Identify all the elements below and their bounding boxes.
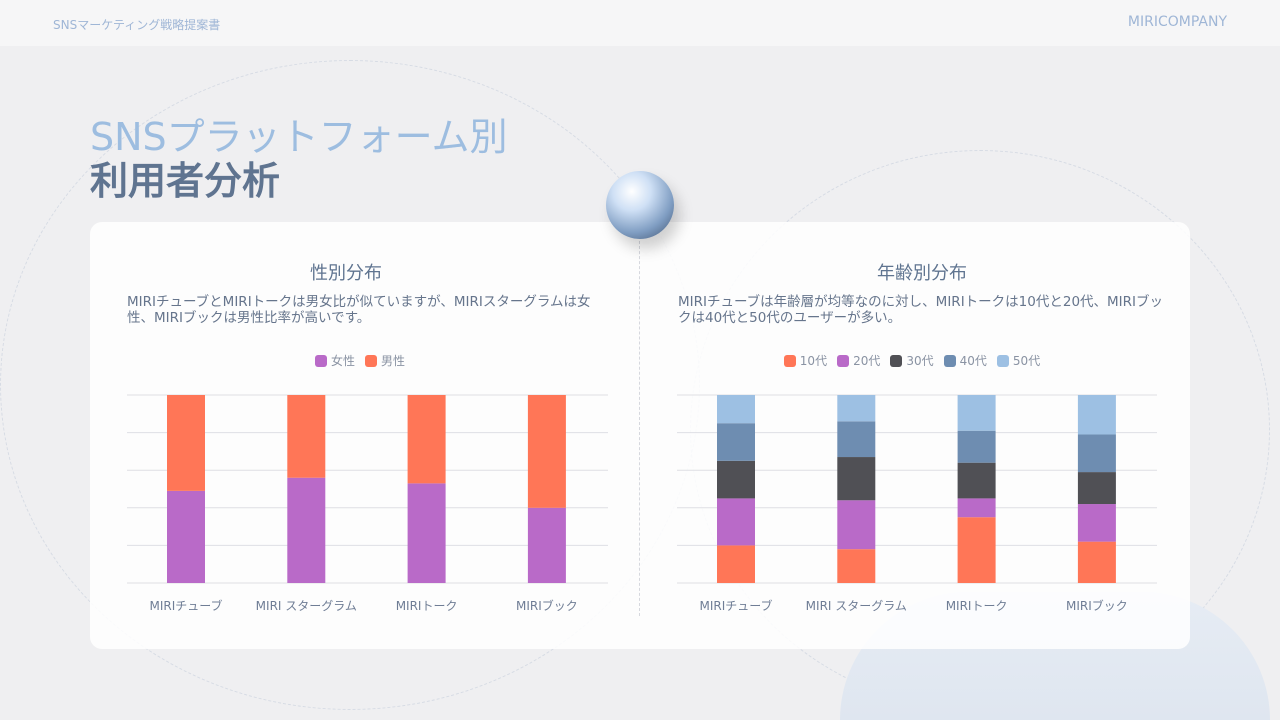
bar-segment-30代: [1077, 472, 1116, 505]
bar-segment-40代: [837, 421, 876, 458]
x-tick-label: MIRIブック: [516, 599, 578, 613]
legend-swatch: [943, 354, 956, 367]
bar-segment-40代: [717, 423, 755, 461]
legend-item-10s: 10代: [783, 352, 828, 369]
decorative-sphere: [606, 171, 674, 239]
x-tick-label: MIRI スターグラム: [805, 599, 907, 613]
legend-label: 50代: [1012, 354, 1041, 368]
legend-label: 20代: [853, 354, 881, 368]
bar-segment-女性: [407, 483, 446, 583]
bar-segment-女性: [287, 477, 326, 583]
company-name: MIRICOMPANY: [1127, 14, 1227, 30]
legend-label: 男性: [381, 354, 406, 368]
legend-swatch: [783, 354, 796, 367]
legend-label: 10代: [799, 354, 828, 368]
legend-item-female: 女性: [314, 352, 355, 369]
bar-segment-30代: [837, 457, 876, 501]
gender-chart-title: 性別分布: [310, 263, 382, 284]
legend-item-male: 男性: [365, 352, 405, 369]
age-chart-description: MIRIチューブは年齢層が均等なのに対し、MIRIトークは10代と20代、MIR…: [678, 294, 1164, 326]
bar-segment-30代: [957, 462, 996, 499]
bar-segment-40代: [1077, 434, 1116, 473]
legend-swatch: [314, 354, 327, 367]
bar-segment-50代: [837, 395, 876, 422]
bar-segment-50代: [1077, 395, 1116, 435]
bar-segment-40代: [957, 430, 996, 463]
bar-segment-女性: [527, 507, 566, 583]
bar-segment-10代: [957, 517, 996, 583]
bar-segment-10代: [717, 545, 755, 583]
age-legend: 10代 20代 30代 40代 50代: [652, 352, 1172, 369]
bar-segment-50代: [957, 395, 996, 431]
bar-segment-女性: [167, 490, 205, 583]
bar-segment-20代: [717, 498, 755, 546]
legend-label: 女性: [330, 354, 355, 368]
bar-segment-男性: [167, 395, 205, 491]
bar-segment-50代: [717, 395, 755, 424]
age-chart-title: 年齢別分布: [877, 263, 967, 284]
header-bar: SNSマーケティング戦略提案書 MIRICOMPANY: [0, 0, 1280, 46]
bar-segment-30代: [717, 460, 755, 499]
bar-segment-男性: [407, 395, 446, 484]
x-tick-label: MIRIチューブ: [699, 599, 773, 613]
document-title: SNSマーケティング戦略提案書: [53, 18, 221, 32]
page-title-line1: SNSプラットフォーム別: [90, 115, 508, 159]
bar-segment-20代: [837, 500, 876, 550]
legend-item-50s: 50代: [996, 352, 1041, 369]
legend-swatch: [996, 354, 1009, 367]
bar-segment-10代: [1077, 541, 1116, 583]
bar-segment-20代: [1077, 504, 1116, 542]
x-tick-label: MIRIトーク: [945, 599, 1008, 613]
panel-divider: [639, 236, 640, 616]
legend-label: 30代: [906, 354, 934, 368]
legend-swatch: [365, 354, 377, 367]
bar-segment-男性: [287, 395, 326, 478]
legend-label: 40代: [959, 354, 987, 368]
gender-chart-description: MIRIチューブとMIRIトークは男女比が似ていますが、MIRIスターグラムは女…: [127, 294, 591, 326]
legend-item-40s: 40代: [943, 352, 987, 369]
bar-segment-男性: [527, 395, 566, 508]
x-tick-label: MIRIトーク: [395, 599, 458, 613]
x-tick-label: MIRIブック: [1066, 599, 1128, 613]
content-card: [90, 222, 1190, 649]
legend-swatch: [890, 354, 903, 367]
legend-item-20s: 20代: [837, 352, 880, 369]
legend-swatch: [837, 354, 850, 367]
bar-segment-10代: [837, 549, 876, 583]
page-title-line2: 利用者分析: [90, 159, 281, 203]
bar-segment-20代: [957, 498, 996, 518]
legend-item-30s: 30代: [890, 352, 934, 369]
x-tick-label: MIRI スターグラム: [255, 599, 357, 613]
gender-legend: 女性 男性: [100, 352, 620, 369]
x-tick-label: MIRIチューブ: [149, 599, 223, 613]
